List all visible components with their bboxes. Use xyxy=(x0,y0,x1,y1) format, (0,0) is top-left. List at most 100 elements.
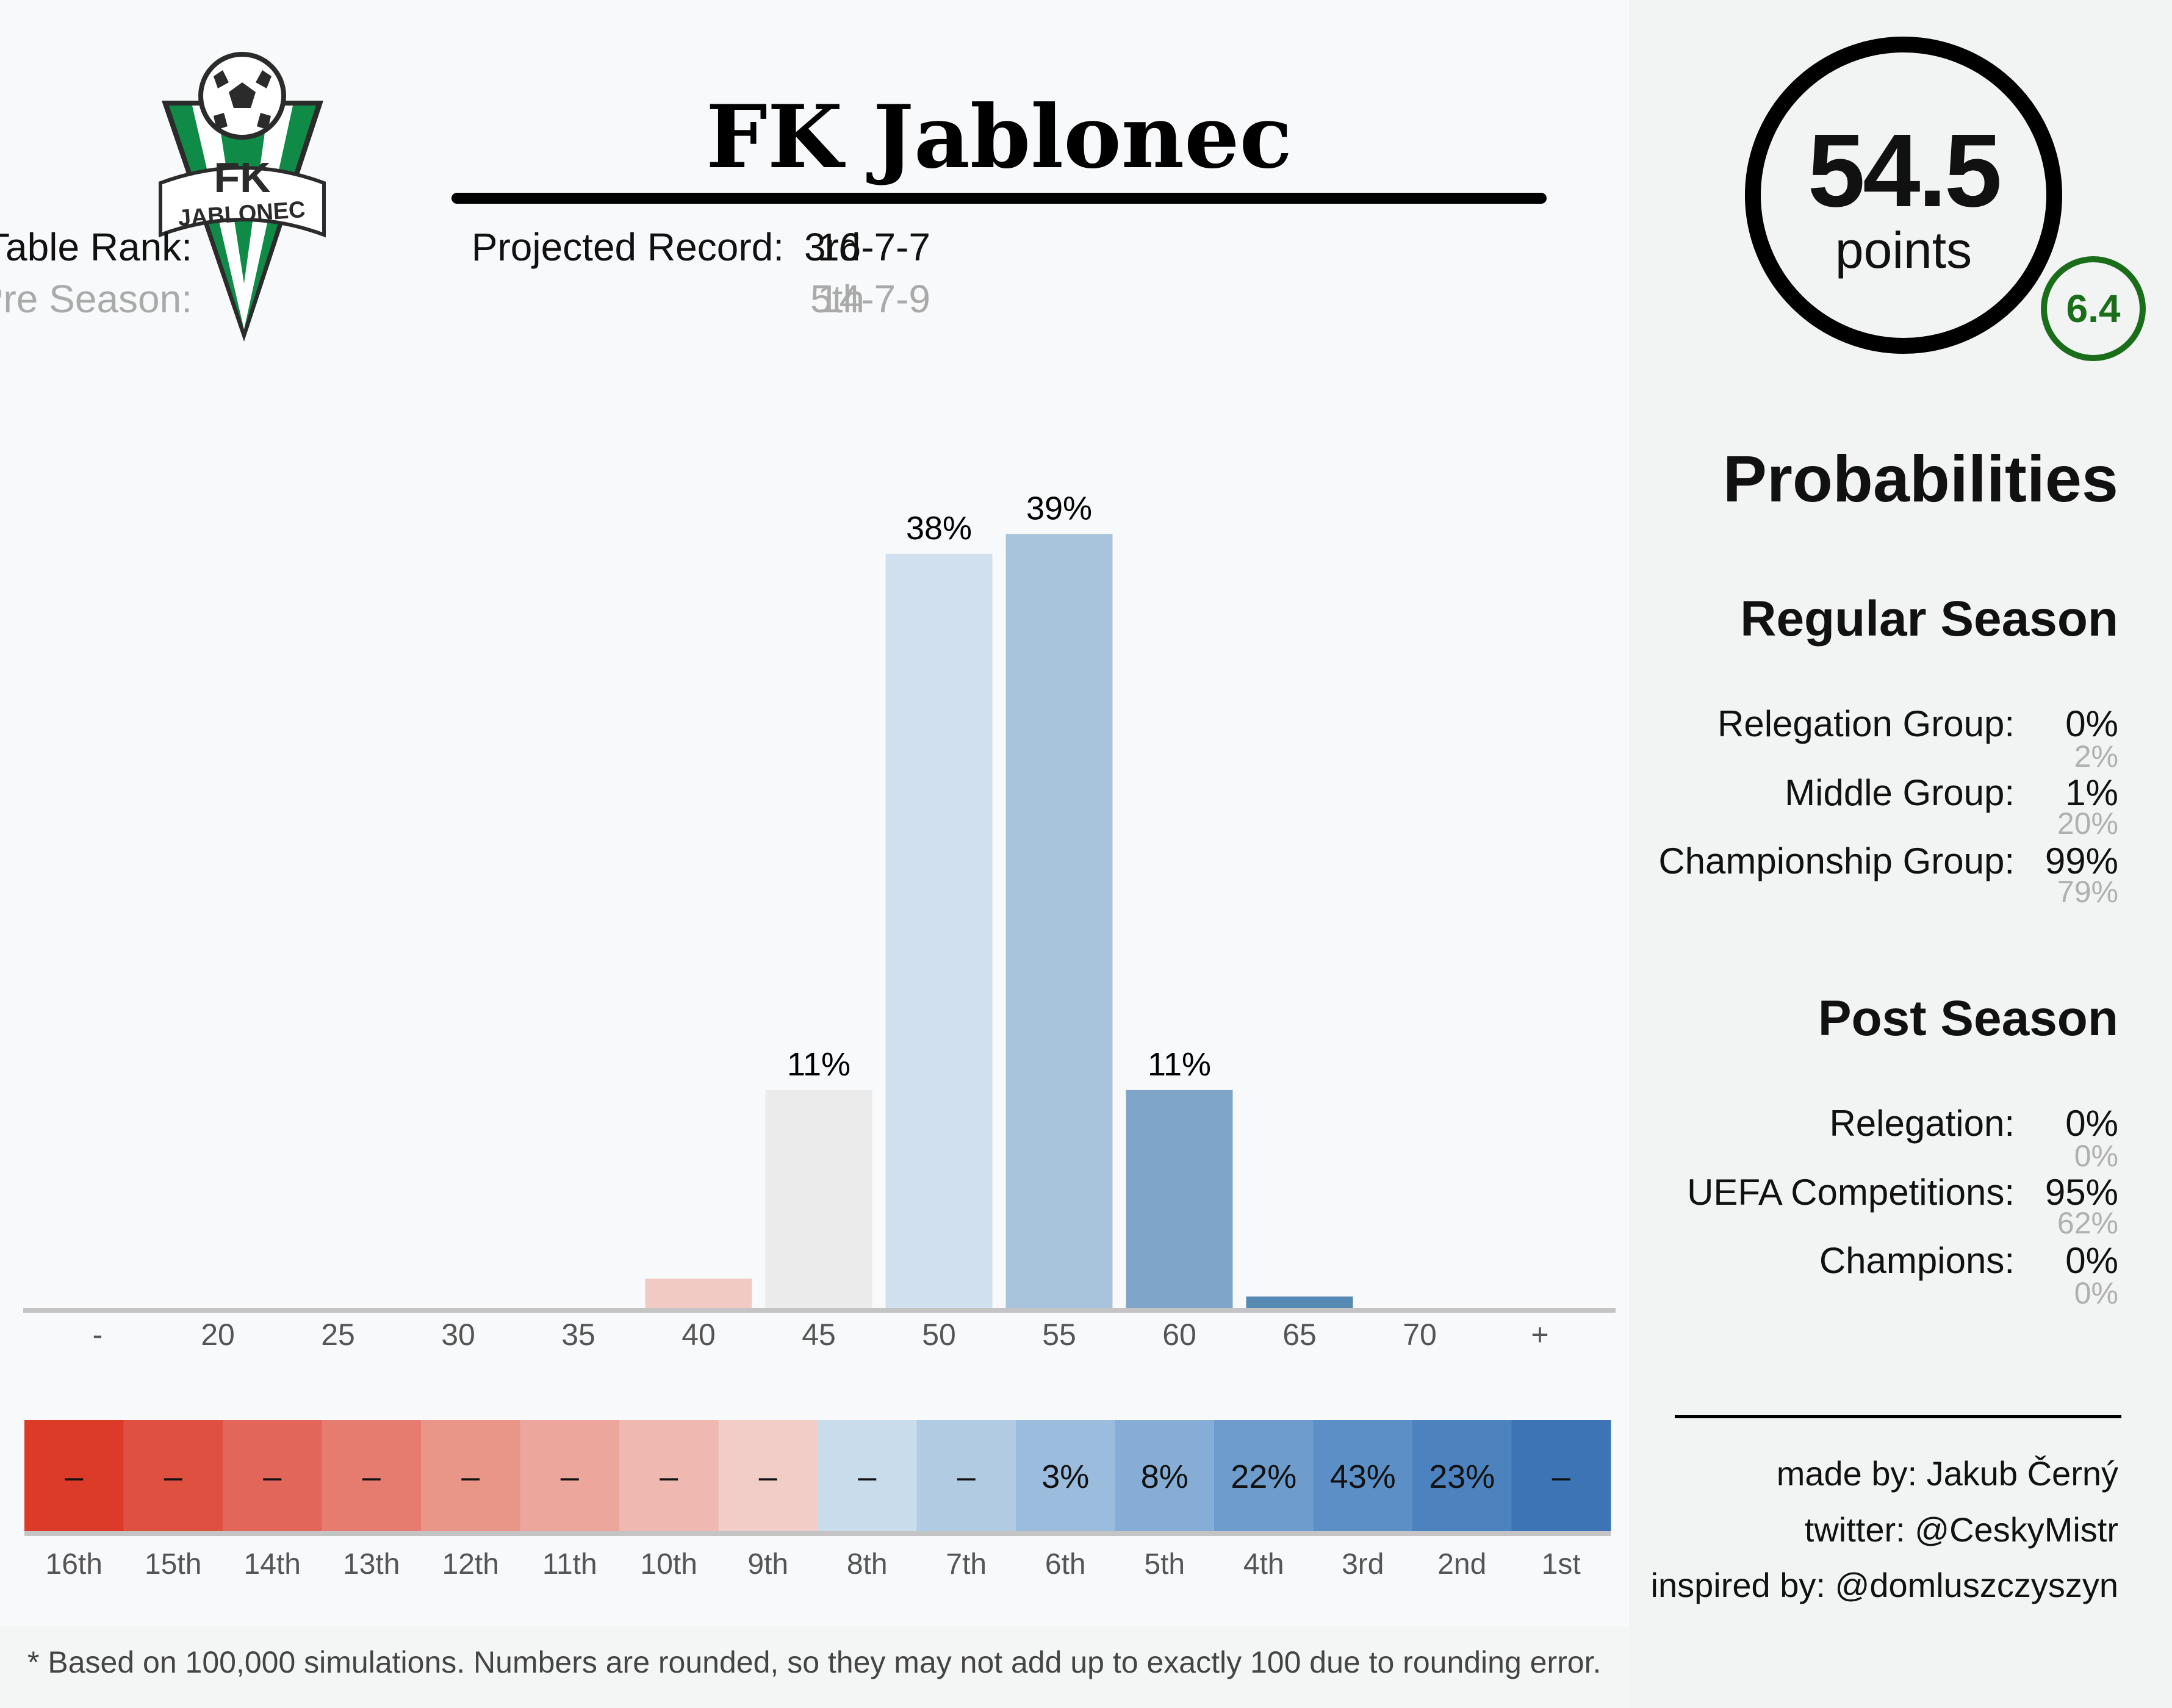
uefa-competitions-value: 95% xyxy=(2044,1172,2118,1213)
championship-group-label: Championship Group: xyxy=(1658,841,2015,881)
footer-strip xyxy=(0,1626,1629,1708)
heat-position-label-15th: 15th xyxy=(145,1548,201,1581)
footnote: * Based on 100,000 simulations. Numbers … xyxy=(27,1645,1602,1679)
heat-value-7th: – xyxy=(957,1459,976,1495)
bar-55 xyxy=(1005,534,1113,1309)
logo-fk-text: FK xyxy=(214,154,270,201)
x-tick-label-40: 40 xyxy=(681,1318,716,1352)
heat-position-label-14th: 14th xyxy=(244,1548,301,1581)
title-rule xyxy=(451,193,1547,204)
middle-group-value: 1% xyxy=(2065,772,2118,813)
heat-cell-14th xyxy=(223,1420,322,1531)
bar-label-45: 11% xyxy=(787,1046,850,1083)
bar-label-55: 39% xyxy=(1026,490,1092,526)
heat-cell-4th xyxy=(1214,1420,1314,1531)
uefa-competitions-preseason: 62% xyxy=(2057,1206,2118,1240)
heat-value-5th: 8% xyxy=(1141,1459,1188,1495)
heat-position-label-5th: 5th xyxy=(1144,1548,1185,1581)
relegation-preseason: 0% xyxy=(2074,1139,2118,1173)
bar-40 xyxy=(645,1279,752,1308)
x-tick-label-20: 20 xyxy=(201,1318,235,1352)
heat-value-8th: – xyxy=(858,1459,876,1495)
x-tick-label-45: 45 xyxy=(802,1318,836,1352)
credit-twitter: twitter: @CeskyMistr xyxy=(1804,1510,2118,1549)
x-tick-label-25: 25 xyxy=(321,1318,355,1352)
projected-points-unit: points xyxy=(1835,221,1972,279)
heat-position-label-3rd: 3rd xyxy=(1342,1548,1384,1581)
table-rank-label: Table Rank: xyxy=(0,225,192,269)
heat-value-3rd: 43% xyxy=(1330,1459,1396,1495)
heat-value-16th: – xyxy=(65,1459,83,1495)
projected-record-value: 16-7-7 xyxy=(818,225,930,269)
heat-cell-10th xyxy=(619,1420,719,1531)
heat-position-label-1st: 1st xyxy=(1542,1548,1581,1581)
heat-cell-3rd xyxy=(1313,1420,1413,1531)
heat-position-label-2nd: 2nd xyxy=(1437,1548,1486,1581)
bar-label-50: 38% xyxy=(906,510,972,547)
champions-label: Champions: xyxy=(1819,1240,2015,1281)
heat-value-4th: 22% xyxy=(1231,1459,1296,1495)
relegation-group-value: 0% xyxy=(2065,703,2118,744)
table-rank-value: 3rd xyxy=(804,225,861,269)
relegation-value: 0% xyxy=(2065,1103,2118,1144)
heat-value-11th: – xyxy=(561,1459,579,1495)
heat-value-12th: – xyxy=(461,1459,480,1495)
championship-group-preseason: 79% xyxy=(2057,875,2118,909)
heat-position-label-9th: 9th xyxy=(747,1548,788,1581)
relegation-group-label: Relegation Group: xyxy=(1717,703,2015,744)
middle-group-preseason: 20% xyxy=(2057,806,2118,841)
x-tick-label-60: 60 xyxy=(1162,1318,1196,1352)
heat-position-label-12th: 12th xyxy=(442,1548,499,1581)
credit-inspired-by: inspired by: @domluszczyszyn xyxy=(1650,1566,2118,1604)
heat-cell-13th xyxy=(322,1420,422,1531)
heat-cell-7th xyxy=(916,1420,1016,1531)
heat-value-6th: 3% xyxy=(1041,1459,1089,1495)
bar-60 xyxy=(1126,1089,1233,1308)
heat-cell-15th xyxy=(123,1420,223,1531)
projected-record-label: Projected Record: xyxy=(471,225,784,269)
probabilities-title: Probabilities xyxy=(1722,442,2118,515)
heat-position-label-13th: 13th xyxy=(343,1548,400,1581)
relegation-group-preseason: 2% xyxy=(2074,739,2118,773)
heat-value-14th: – xyxy=(263,1459,281,1495)
heat-position-label-8th: 8th xyxy=(847,1548,888,1581)
table-position-heatmap: – 16th – 15th – 14th – 13th – 12th – 11th – 10th – 9th –… xyxy=(24,1420,1611,1581)
bar-50 xyxy=(885,553,993,1308)
points-distribution-chart: - 20 25 30 35 40 11% 45 38% 50 39% 55 11% 60 65 70 + xyxy=(23,490,1616,1352)
heat-position-label-6th: 6th xyxy=(1045,1548,1086,1581)
middle-group-label: Middle Group: xyxy=(1785,772,2015,813)
regular-season-title: Regular Season xyxy=(1740,591,2118,647)
uefa-competitions-label: UEFA Competitions: xyxy=(1687,1172,2015,1213)
x-tick-label--: - xyxy=(93,1318,103,1352)
heat-cell-9th xyxy=(718,1420,818,1531)
points-delta-value: 6.4 xyxy=(2066,287,2121,331)
championship-group-value: 99% xyxy=(2044,841,2118,881)
heat-value-15th: – xyxy=(164,1459,182,1495)
x-tick-label-70: 70 xyxy=(1403,1318,1437,1352)
heat-position-label-10th: 10th xyxy=(641,1548,697,1581)
heat-cell-6th xyxy=(1016,1420,1115,1531)
x-tick-label-50: 50 xyxy=(922,1318,956,1352)
heat-cell-5th xyxy=(1115,1420,1215,1531)
heat-position-label-4th: 4th xyxy=(1243,1548,1284,1581)
pre-season-rank-value: 5th xyxy=(810,277,865,321)
heat-cell-8th xyxy=(818,1420,917,1531)
heat-cell-11th xyxy=(520,1420,620,1531)
heat-value-2nd: 23% xyxy=(1429,1459,1495,1495)
projected-points-value: 54.5 xyxy=(1807,113,2002,229)
bar-45 xyxy=(765,1089,872,1308)
post-season-title: Post Season xyxy=(1818,991,2118,1046)
heat-cell-2nd xyxy=(1412,1420,1512,1531)
x-tick-label-30: 30 xyxy=(441,1318,475,1352)
pre-season-record-value: 14-7-9 xyxy=(818,277,930,321)
heat-cell-1st xyxy=(1511,1420,1611,1531)
heat-cell-12th xyxy=(421,1420,520,1531)
x-tick-label-+: + xyxy=(1531,1318,1548,1352)
x-tick-label-35: 35 xyxy=(561,1318,595,1352)
x-tick-label-55: 55 xyxy=(1042,1318,1076,1352)
heat-position-label-16th: 16th xyxy=(46,1548,102,1581)
credits-rule xyxy=(1675,1415,2121,1418)
x-tick-label-65: 65 xyxy=(1282,1318,1317,1352)
heat-value-9th: – xyxy=(759,1459,777,1495)
heat-cell-16th xyxy=(24,1420,124,1531)
